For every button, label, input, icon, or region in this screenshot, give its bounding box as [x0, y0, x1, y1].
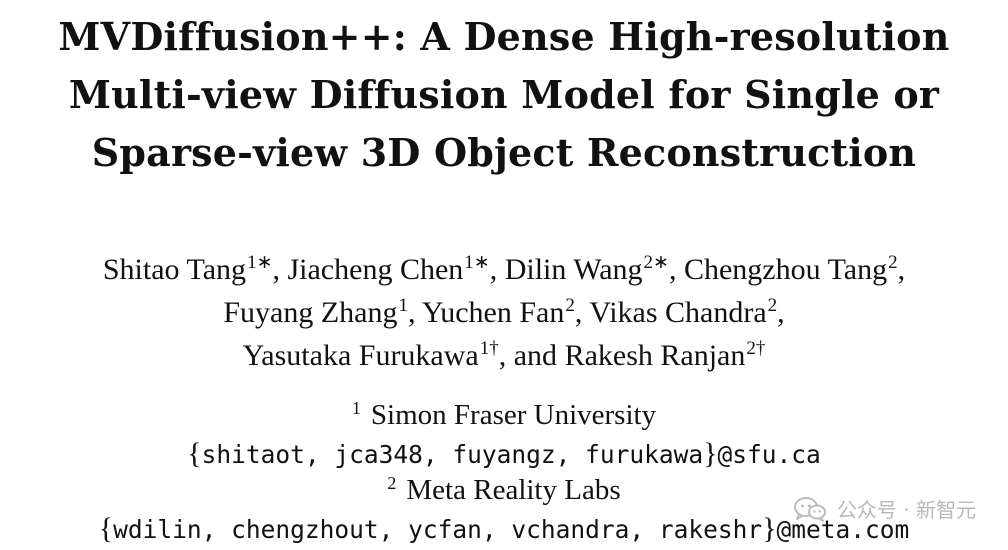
affiliation-name-1: 1 Simon Fraser University	[0, 398, 1008, 436]
brace-close: }	[762, 512, 777, 545]
author: Rakesh Ranjan2†	[564, 338, 766, 372]
title-line-1: MVDiffusion++: A Dense High-resolution	[58, 14, 950, 59]
author-separator: , and	[498, 339, 565, 372]
email-usernames: wdilin, chengzhout, ycfan, vchandra, rak…	[113, 515, 763, 544]
watermark: 公众号 · 新智元	[793, 494, 976, 523]
author: Fuyang Zhang1	[223, 295, 408, 329]
affiliation-emails-1: {shitaot, jca348, fuyangz, furukawa}@sfu…	[0, 436, 1008, 473]
author-affiliation-mark: 2	[767, 295, 778, 316]
affiliation-name-2: 2 Meta Reality Labs	[0, 473, 1008, 511]
author: Vikas Chandra2	[589, 295, 778, 329]
affiliation-number: 1	[351, 398, 361, 418]
author: Dilin Wang2∗	[504, 252, 669, 286]
title-line-3: Sparse-view 3D Object Reconstruction	[91, 130, 917, 175]
author: Shitao Tang1∗	[102, 252, 273, 286]
author-affiliation-mark: 2	[565, 295, 575, 316]
wechat-icon	[793, 496, 826, 522]
author: Chengzhou Tang2	[683, 252, 898, 286]
author-list: Shitao Tang1∗, Jiacheng Chen1∗, Dilin Wa…	[0, 250, 1008, 379]
email-domain: @sfu.ca	[717, 440, 821, 469]
author-separator: ,	[407, 296, 422, 329]
author-name: Vikas Chandra	[589, 296, 767, 329]
author-affiliation-mark: 1†	[479, 338, 499, 359]
affiliation-emails-2: {wdilin, chengzhout, ycfan, vchandra, ra…	[0, 511, 1008, 548]
brace-open: {	[187, 437, 202, 470]
affiliation-number: 2	[387, 473, 397, 493]
paper-title: MVDiffusion++: A Dense High-resolution M…	[0, 8, 1008, 182]
author-name: Yuchen Fan	[421, 296, 565, 329]
author-separator: ,	[777, 296, 785, 329]
author-separator: ,	[574, 296, 590, 329]
email-usernames: shitaot, jca348, fuyangz, furukawa	[201, 440, 704, 469]
author: Jiacheng Chen1∗	[287, 252, 490, 286]
author-affiliation-mark: 2∗	[643, 252, 669, 273]
author-line-2: Fuyang Zhang1, Yuchen Fan2, Vikas Chandr…	[0, 293, 1008, 336]
affiliation-label: Simon Fraser University	[370, 399, 657, 431]
brace-close: }	[703, 437, 718, 470]
author-affiliation-mark: 1	[398, 295, 408, 316]
author-affiliation-mark: 2†	[746, 338, 766, 359]
affiliation-label: Meta Reality Labs	[406, 474, 621, 506]
title-line-2: Multi-view Diffusion Model for Single or	[68, 72, 940, 117]
author-affiliation-mark: 1∗	[247, 252, 273, 273]
author-name: Dilin Wang	[504, 253, 643, 286]
author-name: Fuyang Zhang	[223, 296, 398, 329]
brace-open: {	[98, 512, 114, 545]
author-line-1: Shitao Tang1∗, Jiacheng Chen1∗, Dilin Wa…	[0, 250, 1008, 293]
watermark-text: 公众号 · 新智元	[836, 498, 976, 522]
author-separator: ,	[489, 253, 505, 286]
author-affiliation-mark: 1∗	[464, 252, 490, 273]
author-separator: ,	[897, 253, 906, 286]
author-name: Jiacheng Chen	[287, 253, 464, 286]
author: Yuchen Fan2	[421, 295, 575, 329]
email-domain: @meta.com	[776, 515, 910, 544]
author-name: Rakesh Ranjan	[564, 339, 746, 372]
author-separator: ,	[272, 253, 288, 286]
author-separator: ,	[668, 253, 684, 286]
affiliation-list: 1 Simon Fraser University {shitaot, jca34…	[0, 398, 1008, 548]
author-name: Shitao Tang	[102, 253, 247, 286]
author: Yasutaka Furukawa1†	[242, 338, 499, 372]
author-affiliation-mark: 2	[888, 252, 898, 273]
author-line-3: Yasutaka Furukawa1†, and Rakesh Ranjan2†	[0, 336, 1008, 379]
author-name: Chengzhou Tang	[683, 253, 888, 286]
author-name: Yasutaka Furukawa	[242, 339, 479, 372]
